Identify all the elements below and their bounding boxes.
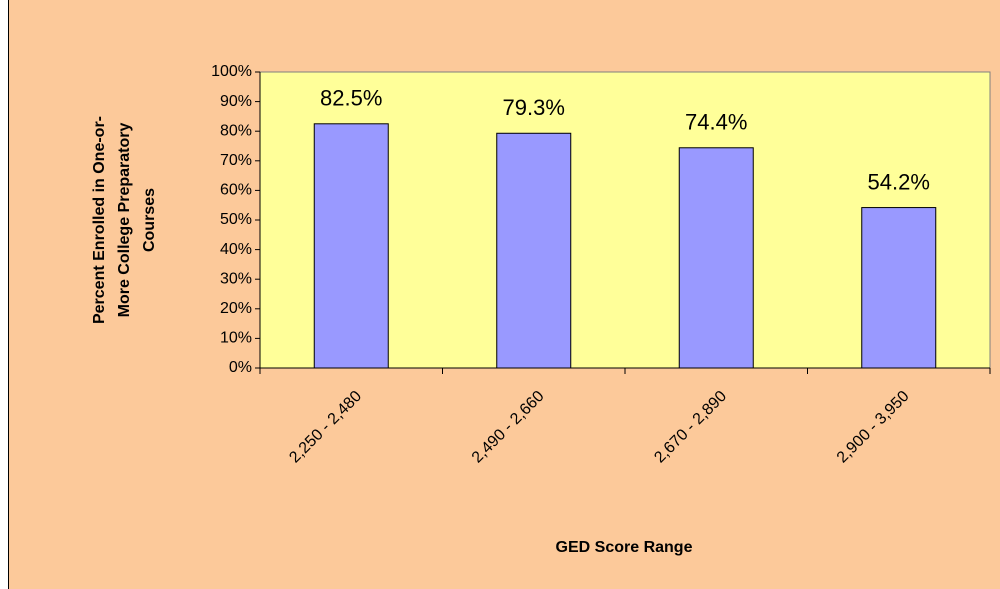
bar xyxy=(861,207,937,369)
y-tick-label: 70% xyxy=(220,152,252,169)
y-tick-label: 30% xyxy=(220,270,252,287)
y-axis-title-line: More College Preparatory xyxy=(116,123,133,318)
bar xyxy=(496,132,572,369)
y-tick-label: 60% xyxy=(220,182,252,199)
y-tick-label: 80% xyxy=(220,122,252,139)
data-label: 79.3% xyxy=(503,95,565,120)
y-tick-label: 40% xyxy=(220,241,252,258)
bar xyxy=(678,147,754,369)
bar xyxy=(313,123,389,369)
data-label: 82.5% xyxy=(320,86,382,111)
data-label: 74.4% xyxy=(685,110,747,135)
y-tick-label: 0% xyxy=(229,359,252,376)
x-axis-title: GED Score Range xyxy=(556,539,693,556)
y-axis-title-line: Percent Enrolled in One-or- xyxy=(91,116,108,324)
y-tick-label: 10% xyxy=(220,330,252,347)
y-tick-label: 50% xyxy=(220,211,252,228)
y-tick-label: 90% xyxy=(220,93,252,110)
y-axis-title-line: Courses xyxy=(141,188,158,252)
y-tick-label: 20% xyxy=(220,300,252,317)
y-tick-label: 100% xyxy=(211,63,252,80)
data-label: 54.2% xyxy=(868,169,930,194)
y-axis-title: Percent Enrolled in One-or- More College… xyxy=(91,116,158,324)
